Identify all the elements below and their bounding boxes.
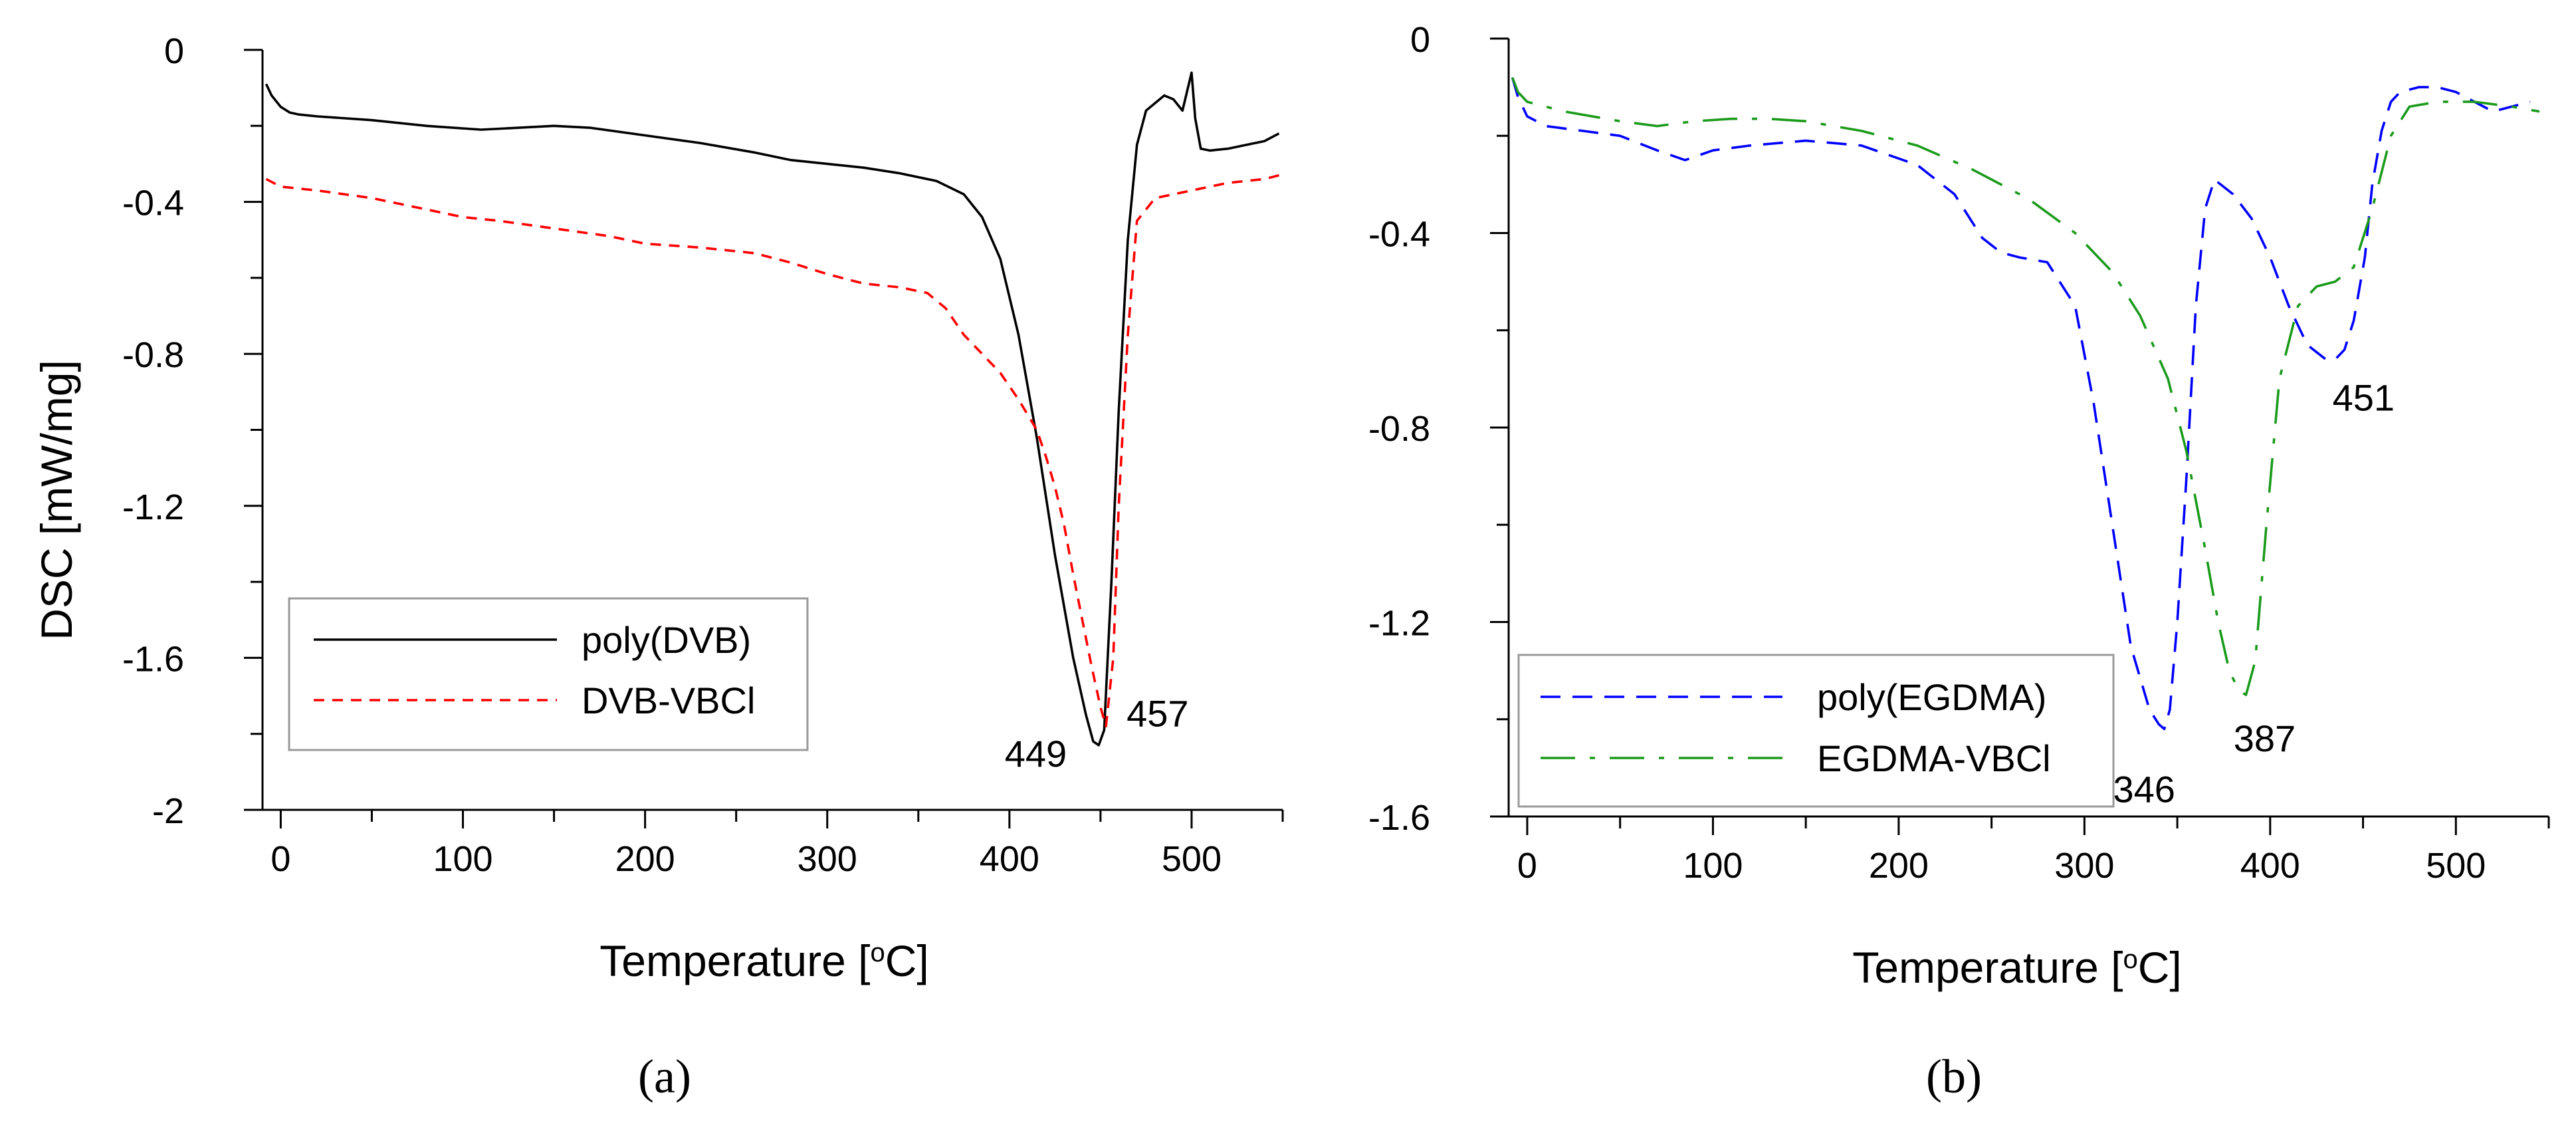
panel-b-annotations: 346 387 451 [2113, 377, 2395, 811]
panel-b-x-tick-label: 300 [2054, 846, 2114, 886]
panel-b-x-tick-label: 400 [2240, 846, 2300, 886]
panel-b-legend: poly(EGDMA) EGDMA-VBCl [1517, 654, 2115, 808]
panel-b-label: (b) [1926, 1050, 1982, 1103]
panel-b-legend-label: poly(EGDMA) [1817, 676, 2046, 718]
panel-b-x-tick-label: 200 [1869, 846, 1929, 886]
panel-b-peak-annotation: 346 [2113, 768, 2175, 810]
panel-b-y-tick-label: -0.8 [1368, 409, 1430, 449]
panel-a-x-axis-label: Temperature [oC] [599, 936, 928, 985]
panel-a-y-tick-label: -2 [152, 791, 184, 831]
panel-b-x-tick-label: 500 [2426, 846, 2486, 886]
panel-a-legend: poly(DVB) DVB-VBCl [288, 597, 809, 751]
panel-a-y-tick-label: 0 [164, 31, 184, 71]
panel-a-legend-label: poly(DVB) [582, 619, 751, 661]
panel-a-x-tick-label: 300 [798, 839, 857, 879]
panel-a-annotations: 449 457 [1005, 692, 1189, 775]
panel-a-legend-label: DVB-VBCl [582, 680, 755, 721]
panel-a-x-tick-label: 100 [433, 839, 492, 879]
panel-b-x-tick-label: 100 [1683, 846, 1743, 886]
panel-b-series-1-line [1511, 77, 2531, 731]
panel-a-ticks: 0 100 200 300 400 500 0 -0.4 -0.8 -1.2 -1.6 -2 [122, 31, 1284, 879]
panel-b-series-2-line [1511, 76, 2540, 696]
panel-b-x-axis-label: Temperature [oC] [1852, 943, 2181, 992]
panel-a-x-tick-label: 400 [980, 839, 1039, 879]
panel-b-y-tick-label: -0.4 [1368, 215, 1430, 255]
panel-a-series-2-line [265, 174, 1279, 728]
panel-b-y-tick-label: -1.2 [1368, 604, 1430, 644]
panel-a-x-tick-label: 0 [270, 839, 290, 879]
panel-b: 0 100 200 300 400 500 0 -0.4 -0.8 -1.2 -1.6 346 387… [1368, 20, 2550, 1103]
panel-b-peak-annotation: 451 [2333, 377, 2395, 419]
panel-b-x-tick-label: 0 [1517, 846, 1537, 886]
panel-a-x-tick-label: 200 [615, 839, 675, 879]
panel-b-y-tick-label: 0 [1410, 20, 1430, 60]
panel-a-x-tick-label: 500 [1162, 839, 1222, 879]
panel-a-y-tick-label: -0.4 [122, 184, 184, 223]
panel-b-legend-box [1517, 654, 2115, 808]
panel-a-series [265, 71, 1280, 747]
panel-a-series-1-line [265, 71, 1280, 747]
panel-b-ticks: 0 100 200 300 400 500 0 -0.4 -0.8 -1.2 -1.6 [1368, 20, 2550, 886]
panel-a-y-axis-label: DSC [mW/mg] [32, 360, 81, 640]
panel-a-label: (a) [638, 1050, 691, 1103]
panel-b-y-tick-label: -1.6 [1368, 798, 1430, 838]
panel-b-peak-annotation: 387 [2234, 717, 2296, 759]
panel-a-legend-box [288, 597, 809, 751]
panel-a-y-tick-label: -0.8 [122, 335, 184, 375]
panel-a-peak-annotation: 449 [1005, 733, 1067, 775]
panel-b-series [1511, 76, 2540, 731]
panel-a-peak-annotation: 457 [1127, 692, 1188, 734]
panel-a-y-tick-label: -1.2 [122, 487, 184, 527]
panel-b-legend-label: EGDMA-VBCl [1817, 737, 2051, 779]
panel-a-y-tick-label: -1.6 [122, 639, 184, 679]
